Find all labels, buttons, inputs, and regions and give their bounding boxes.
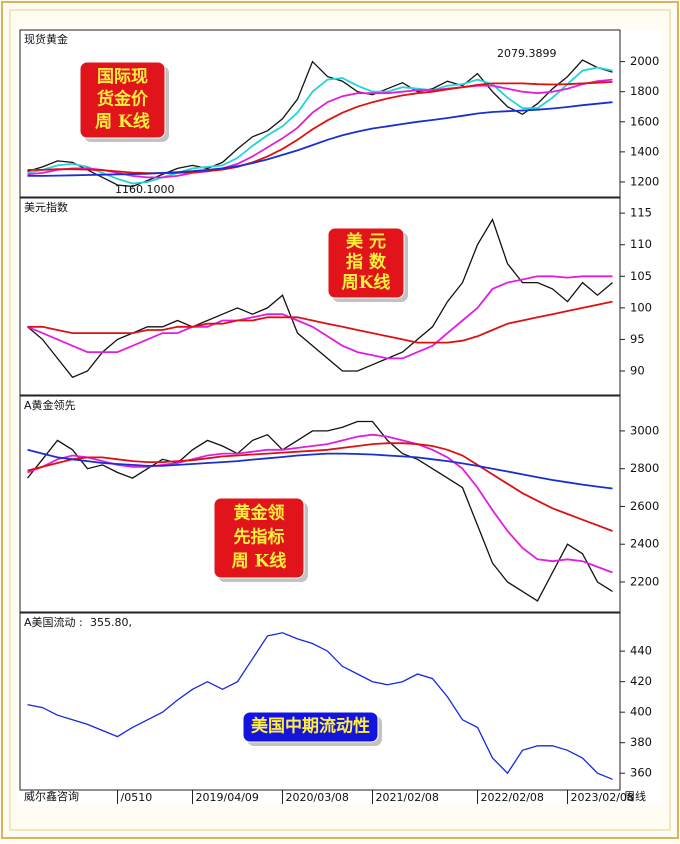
label-box-text: 周 K线 [95,111,150,132]
y-tick-label: 90 [630,364,645,378]
panel-title: A黄金领先 [24,398,76,412]
panel-frame [19,395,621,613]
y-tick-label: 2600 [630,499,659,513]
y-tick-label: 360 [630,766,652,780]
x-tick-label: 2019/04/09 [196,791,259,804]
panel-frame [19,612,621,791]
y-tick-label: 1800 [630,84,659,98]
x-tick-label: 2021/02/08 [376,791,439,804]
y-tick-label: 380 [630,735,652,749]
y-tick-label: 105 [630,269,652,283]
series-line [27,442,613,532]
series-line [27,632,613,780]
annotation: 2079.3899 [497,47,557,60]
frame-inner [9,9,671,831]
label-box-text: 美 元 [346,231,386,252]
y-tick-label: 95 [630,332,645,346]
y-tick-label: 1400 [630,144,659,158]
y-tick-label: 110 [630,237,652,251]
period: 周线 [624,789,646,803]
series-line [27,300,613,344]
series-line [27,81,613,175]
header-value: 355.80, [90,616,132,629]
source: 威尔鑫咨询 [24,789,79,803]
y-tick-label: 440 [630,644,652,658]
series-line [27,217,613,379]
label-box-text: 先指标 [234,527,285,548]
series-line [27,448,613,490]
annotation: 1160.1000 [115,183,175,196]
x-tick-label: 2023/02/08 [571,791,634,804]
y-tick-label: 2000 [630,54,659,68]
label-box-text: 周K线 [342,272,391,293]
x-tick-label: /0510 [121,791,153,804]
series-line [27,66,613,185]
y-tick-label: 2200 [630,574,659,588]
label-box-text: 货金价 [97,89,149,110]
label-box-text: 黄金领 [234,503,285,524]
label-box-text: 指 数 [346,252,387,273]
series-line [27,101,613,177]
y-tick-label: 3000 [630,423,659,437]
label-box [327,227,405,299]
y-tick-label: 115 [630,206,652,220]
series-line [26,420,613,602]
panel-title: A美国流动 : [24,615,83,629]
y-tick-label: 1600 [630,114,659,128]
y-tick-label: 2400 [630,537,659,551]
y-tick-label: 420 [630,674,652,688]
panel-title: 美元指数 [24,200,68,214]
panel-frame [19,29,621,198]
y-tick-label: 100 [630,300,652,314]
series-line [27,433,613,574]
y-tick-label: 400 [630,705,652,719]
y-tick-label: 2800 [630,461,659,475]
label-box [79,61,166,139]
plot-background [18,30,662,805]
label-box [213,497,305,579]
panel-title: 现货黄金 [24,32,68,46]
panel-frame [19,197,621,396]
label-box-text: 美国中期流动性 [251,716,370,737]
label-box [242,711,379,743]
x-tick-label: 2022/02/08 [481,791,544,804]
label-box-text: 国际现 [97,67,148,87]
series-line [27,275,613,360]
x-tick-label: 2020/03/08 [286,791,349,804]
y-tick-label: 1200 [630,174,659,188]
label-box-text: 周 K线 [232,551,287,572]
